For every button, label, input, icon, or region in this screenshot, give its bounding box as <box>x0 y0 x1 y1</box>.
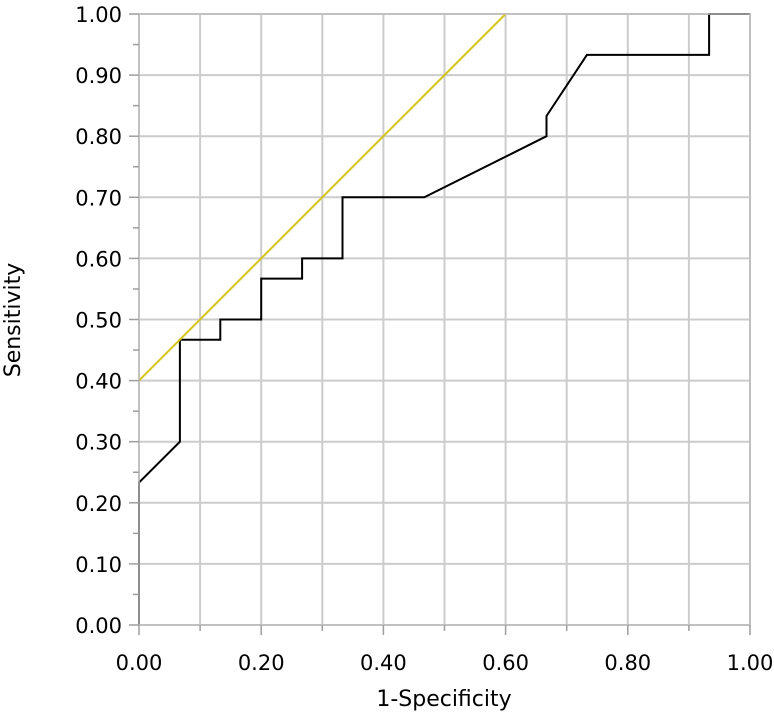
axis-ticks <box>129 13 751 635</box>
x-tick-label: 0.80 <box>604 651 651 675</box>
y-tick-label: 0.00 <box>75 614 122 638</box>
x-axis-title: 1-Specificity <box>376 687 511 712</box>
x-tick-label: 1.00 <box>727 651 774 675</box>
y-tick-label: 0.90 <box>75 64 122 88</box>
y-tick-label: 0.20 <box>75 492 122 516</box>
y-tick-labels: 0.00 0.10 0.20 0.30 0.40 0.50 0.60 0.70 0.80 0.90… <box>75 3 122 638</box>
y-tick-label: 0.30 <box>75 431 122 455</box>
x-tick-label: 0.00 <box>116 651 163 675</box>
y-tick-label: 0.60 <box>75 247 122 271</box>
x-tick-labels: 0.00 0.20 0.40 0.60 0.80 1.00 <box>116 651 774 675</box>
y-tick-label: 1.00 <box>75 3 122 27</box>
curves <box>138 13 750 625</box>
reference-line <box>138 13 507 382</box>
y-tick-label: 0.50 <box>75 309 122 333</box>
y-axis-title: Sensitivity <box>1 263 26 378</box>
x-tick-label: 0.60 <box>482 651 529 675</box>
x-tick-label: 0.40 <box>360 651 407 675</box>
y-tick-label: 0.40 <box>75 370 122 394</box>
y-tick-label: 0.10 <box>75 553 122 577</box>
x-tick-label: 0.20 <box>238 651 285 675</box>
y-tick-label: 0.80 <box>75 125 122 149</box>
y-tick-label: 0.70 <box>75 186 122 210</box>
